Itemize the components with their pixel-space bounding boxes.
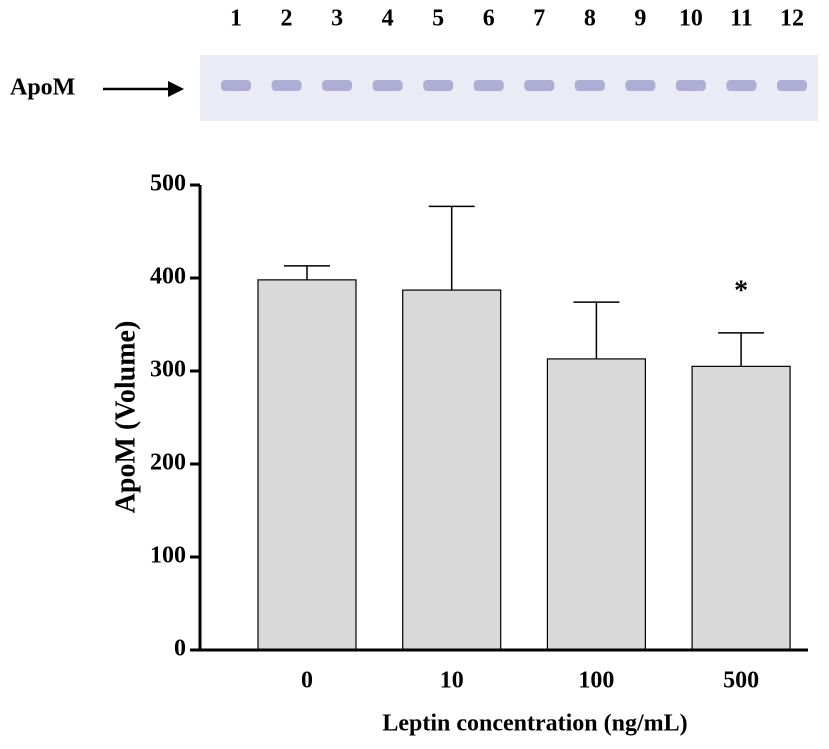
blot-band	[676, 80, 706, 91]
x-tick-label: 100	[578, 668, 614, 694]
blot-band	[423, 80, 453, 91]
y-tick-label: 400	[150, 264, 186, 290]
blot-label: ApoM	[10, 75, 75, 101]
blot-band	[625, 80, 655, 91]
blot-band	[221, 80, 251, 91]
y-tick-label: 200	[150, 450, 186, 476]
blot-band	[575, 80, 605, 91]
lane-number: 12	[780, 6, 804, 32]
bar	[258, 280, 356, 650]
lane-number: 3	[331, 6, 343, 32]
lane-number: 1	[230, 6, 242, 32]
lane-number: 11	[730, 6, 753, 32]
bar	[692, 366, 790, 650]
blot-band	[272, 80, 302, 91]
lane-number: 5	[432, 6, 444, 32]
bar	[403, 290, 501, 650]
lane-number: 4	[382, 6, 394, 32]
lane-number: 7	[533, 6, 545, 32]
blot-arrowhead	[168, 81, 184, 97]
blot-band	[322, 80, 352, 91]
x-axis-title: Leptin concentration (ng/mL)	[382, 711, 687, 737]
x-tick-label: 500	[723, 668, 759, 694]
y-axis-title: ApoM (Volume)	[110, 321, 141, 514]
figure: ApoM ApoM (Volume) Leptin concentration …	[0, 0, 829, 749]
error-bar	[284, 266, 330, 280]
y-tick-label: 100	[150, 543, 186, 569]
error-bar	[718, 333, 764, 366]
blot-band	[726, 80, 756, 91]
y-tick-label: 500	[150, 171, 186, 197]
lane-number: 8	[584, 6, 596, 32]
blot-band	[524, 80, 554, 91]
y-tick-label: 0	[174, 636, 186, 662]
x-tick-label: 10	[440, 668, 464, 694]
significance-mark: *	[734, 275, 748, 306]
lane-number: 6	[483, 6, 495, 32]
blot-band	[474, 80, 504, 91]
y-tick-label: 300	[150, 357, 186, 383]
lane-number: 9	[634, 6, 646, 32]
error-bar	[573, 302, 619, 359]
lane-number: 10	[679, 6, 703, 32]
x-tick-label: 0	[301, 668, 313, 694]
error-bar	[429, 206, 475, 290]
lane-number: 2	[281, 6, 293, 32]
blot-band	[373, 80, 403, 91]
bar	[547, 359, 645, 650]
blot-band	[777, 80, 807, 91]
